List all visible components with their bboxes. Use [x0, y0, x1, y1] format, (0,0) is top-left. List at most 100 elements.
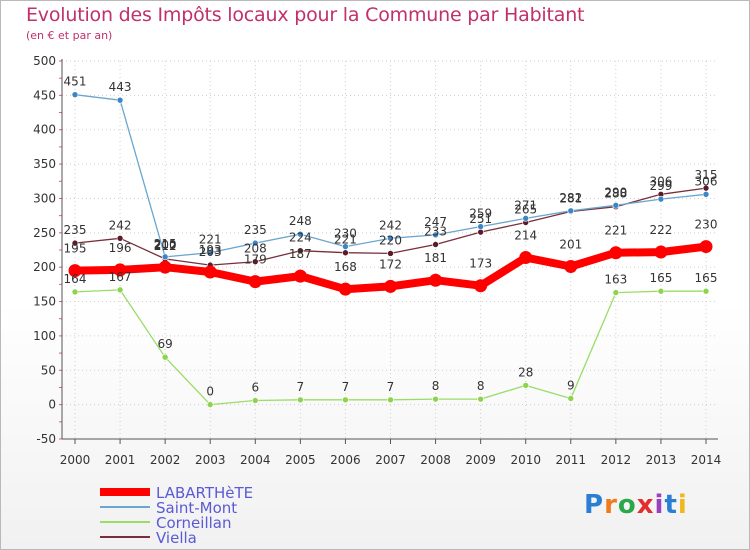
data-point [567, 395, 575, 402]
data-label: 235 [64, 223, 87, 237]
data-point [432, 241, 439, 248]
data-point [657, 287, 665, 295]
data-label: 215 [154, 237, 177, 251]
y-tick-label: 50 [41, 363, 56, 377]
data-label: 200 [154, 238, 177, 252]
data-point [251, 239, 259, 247]
data-point [477, 395, 484, 403]
data-point [116, 235, 124, 242]
data-label: 7 [342, 380, 350, 394]
data-label: 242 [379, 218, 402, 232]
data-point [564, 259, 578, 273]
data-point [387, 396, 394, 404]
data-point [161, 253, 169, 261]
data-point [342, 396, 349, 404]
data-point [432, 231, 439, 239]
data-point [297, 230, 304, 238]
data-label: 193 [199, 243, 222, 257]
data-label: 233 [424, 225, 447, 239]
data-label: 168 [334, 260, 357, 274]
x-tick-label: 2006 [330, 453, 361, 467]
data-label: 251 [469, 212, 492, 226]
data-point [251, 397, 259, 404]
data-point [206, 249, 214, 257]
data-point [654, 245, 668, 259]
data-label: 181 [424, 251, 447, 265]
data-point [387, 250, 394, 257]
proxiti-logo: Proxiti [584, 490, 688, 520]
data-point [477, 228, 484, 236]
data-label: 290 [604, 185, 627, 199]
data-point [474, 279, 488, 293]
data-point [68, 264, 82, 278]
data-label: 212 [154, 239, 177, 253]
x-tick-label: 2005 [285, 453, 316, 467]
y-tick-label: 300 [33, 191, 56, 205]
data-label: 8 [432, 379, 440, 393]
data-label: 173 [469, 257, 492, 271]
data-label: 7 [387, 380, 395, 394]
data-label: 222 [649, 223, 672, 237]
data-point [161, 353, 169, 361]
data-point [71, 239, 79, 247]
data-point [297, 247, 304, 254]
x-tick-label: 2014 [691, 453, 722, 467]
data-label: 451 [64, 75, 87, 89]
data-point [116, 286, 124, 294]
data-point [342, 249, 349, 257]
y-tick-label: 200 [33, 260, 56, 274]
data-label: 315 [695, 168, 718, 182]
data-point [612, 289, 620, 296]
data-point [113, 263, 127, 277]
x-tick-label: 2000 [60, 453, 91, 467]
data-label: 220 [379, 233, 402, 247]
data-point [522, 382, 530, 389]
data-label: 242 [109, 218, 132, 232]
x-tick-label: 2010 [510, 453, 541, 467]
data-point [338, 282, 352, 296]
chart-subtitle: (en € et par an) [26, 29, 113, 42]
data-label: 443 [109, 80, 132, 94]
y-tick-label: 350 [33, 157, 56, 171]
data-point [702, 287, 710, 295]
data-point [293, 269, 307, 283]
data-label: 208 [244, 242, 267, 256]
legend-label: LABARTHèTE [156, 484, 253, 502]
data-point [657, 195, 665, 203]
data-point [251, 258, 259, 265]
data-label: 69 [158, 337, 173, 351]
data-point [702, 191, 710, 198]
data-point [71, 91, 79, 98]
legend-label: Saint-Mont [156, 499, 237, 517]
x-tick-label: 2001 [105, 453, 136, 467]
data-label: 8 [477, 379, 485, 393]
data-point [248, 275, 262, 289]
data-label: 248 [289, 214, 312, 228]
x-tick-label: 2011 [556, 453, 587, 467]
y-tick-label: 150 [33, 295, 56, 309]
x-tick-label: 2009 [465, 453, 496, 467]
y-tick-label: -50 [36, 432, 56, 446]
data-label: 306 [695, 174, 718, 188]
data-label: 299 [649, 179, 672, 193]
y-tick-label: 100 [33, 329, 56, 343]
data-point [206, 401, 214, 408]
data-point [699, 240, 713, 254]
legend-label: Corneillan [156, 514, 232, 532]
data-label: 265 [514, 203, 537, 217]
data-label: 306 [649, 174, 672, 188]
data-label: 164 [64, 272, 87, 286]
data-label: 221 [334, 233, 357, 247]
data-point [203, 265, 217, 279]
data-label: 259 [469, 207, 492, 221]
data-label: 288 [604, 187, 627, 201]
data-label: 221 [604, 224, 627, 238]
data-point [387, 235, 394, 242]
x-tick-label: 2012 [601, 453, 632, 467]
data-label: 282 [559, 191, 582, 205]
legend-label: Viella [156, 529, 197, 547]
data-label: 172 [379, 257, 402, 271]
data-label: 214 [514, 229, 537, 243]
data-point [384, 279, 397, 293]
